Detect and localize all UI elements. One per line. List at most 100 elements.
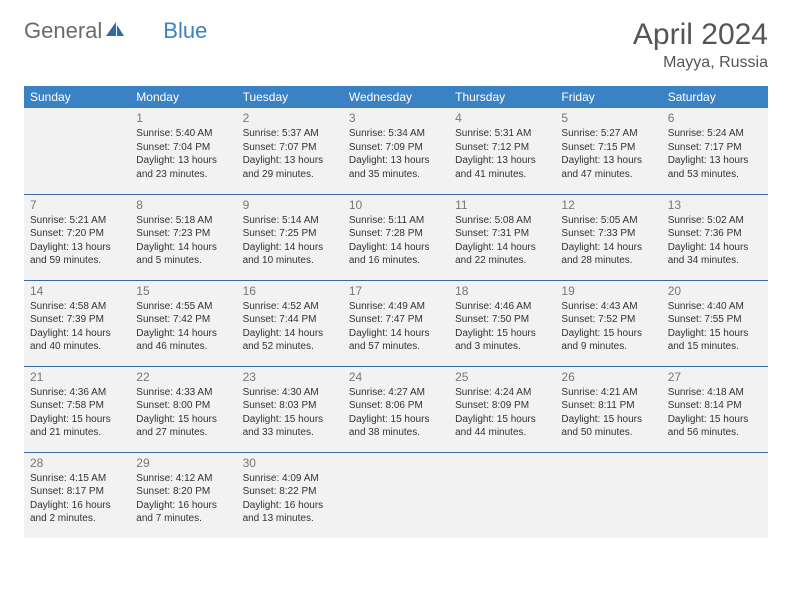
daylight-line: Daylight: 15 hours and 15 minutes.	[668, 327, 762, 354]
day-number: 18	[455, 284, 549, 298]
day-details: Sunrise: 4:36 AMSunset: 7:58 PMDaylight:…	[30, 386, 124, 440]
daylight-line: Daylight: 15 hours and 3 minutes.	[455, 327, 549, 354]
calendar-cell: 16Sunrise: 4:52 AMSunset: 7:44 PMDayligh…	[237, 280, 343, 366]
day-details: Sunrise: 5:05 AMSunset: 7:33 PMDaylight:…	[561, 214, 655, 268]
sunset-line: Sunset: 8:14 PM	[668, 399, 762, 413]
day-details: Sunrise: 4:12 AMSunset: 8:20 PMDaylight:…	[136, 472, 230, 526]
daylight-line: Daylight: 13 hours and 23 minutes.	[136, 154, 230, 181]
sunrise-line: Sunrise: 4:55 AM	[136, 300, 230, 314]
sunset-line: Sunset: 8:03 PM	[243, 399, 337, 413]
sunset-line: Sunset: 8:20 PM	[136, 485, 230, 499]
sunrise-line: Sunrise: 4:12 AM	[136, 472, 230, 486]
day-details: Sunrise: 5:02 AMSunset: 7:36 PMDaylight:…	[668, 214, 762, 268]
sunrise-line: Sunrise: 4:33 AM	[136, 386, 230, 400]
sunset-line: Sunset: 8:06 PM	[349, 399, 443, 413]
day-number: 1	[136, 111, 230, 125]
sunrise-line: Sunrise: 5:14 AM	[243, 214, 337, 228]
calendar-cell: 28Sunrise: 4:15 AMSunset: 8:17 PMDayligh…	[24, 452, 130, 538]
logo: General Blue	[24, 18, 207, 44]
day-number: 23	[243, 370, 337, 384]
sunset-line: Sunset: 7:52 PM	[561, 313, 655, 327]
weekday-header: Sunday	[24, 86, 130, 108]
sunrise-line: Sunrise: 4:36 AM	[30, 386, 124, 400]
day-number: 28	[30, 456, 124, 470]
calendar-cell: 23 Sunrise: 4:30 AMSunset: 8:03 PMDayligh…	[237, 366, 343, 452]
calendar-cell: 29 Sunrise: 4:12 AMSunset: 8:20 PMDayligh…	[130, 452, 236, 538]
sunrise-line: Sunrise: 5:18 AM	[136, 214, 230, 228]
sunset-line: Sunset: 7:55 PM	[668, 313, 762, 327]
daylight-line: Daylight: 15 hours and 9 minutes.	[561, 327, 655, 354]
calendar-cell: 27Sunrise: 4:18 AMSunset: 8:14 PMDayligh…	[662, 366, 768, 452]
daylight-line: Daylight: 13 hours and 53 minutes.	[668, 154, 762, 181]
sunrise-line: Sunrise: 4:58 AM	[30, 300, 124, 314]
daylight-line: Daylight: 14 hours and 34 minutes.	[668, 241, 762, 268]
day-details: Sunrise: 4:27 AMSunset: 8:06 PMDaylight:…	[349, 386, 443, 440]
sunset-line: Sunset: 8:09 PM	[455, 399, 549, 413]
calendar-cell: 3 Sunrise: 5:34 AMSunset: 7:09 PMDaylight…	[343, 108, 449, 194]
day-number: 6	[668, 111, 762, 125]
day-details: Sunrise: 5:34 AMSunset: 7:09 PMDaylight:…	[349, 127, 443, 181]
day-details: Sunrise: 4:49 AMSunset: 7:47 PMDaylight:…	[349, 300, 443, 354]
daylight-line: Daylight: 15 hours and 56 minutes.	[668, 413, 762, 440]
calendar-cell: 21 Sunrise: 4:36 AMSunset: 7:58 PMDayligh…	[24, 366, 130, 452]
sunrise-line: Sunrise: 4:09 AM	[243, 472, 337, 486]
daylight-line: Daylight: 13 hours and 59 minutes.	[30, 241, 124, 268]
logo-word-1: General	[24, 18, 102, 44]
day-details: Sunrise: 4:09 AMSunset: 8:22 PMDaylight:…	[243, 472, 337, 526]
sunrise-line: Sunrise: 4:40 AM	[668, 300, 762, 314]
sunrise-line: Sunrise: 5:40 AM	[136, 127, 230, 141]
day-number: 27	[668, 370, 762, 384]
sunset-line: Sunset: 7:44 PM	[243, 313, 337, 327]
day-details: Sunrise: 4:46 AMSunset: 7:50 PMDaylight:…	[455, 300, 549, 354]
sunrise-line: Sunrise: 4:52 AM	[243, 300, 337, 314]
sunrise-line: Sunrise: 4:30 AM	[243, 386, 337, 400]
calendar-cell	[449, 452, 555, 538]
day-number: 3	[349, 111, 443, 125]
daylight-line: Daylight: 16 hours and 2 minutes.	[30, 499, 124, 526]
calendar-table: Sunday Monday Tuesday Wednesday Thursday…	[24, 86, 768, 538]
sunset-line: Sunset: 7:28 PM	[349, 227, 443, 241]
sunset-line: Sunset: 7:09 PM	[349, 141, 443, 155]
day-details: Sunrise: 5:37 AMSunset: 7:07 PMDaylight:…	[243, 127, 337, 181]
calendar-row: 7 Sunrise: 5:21 AMSunset: 7:20 PMDaylight…	[24, 194, 768, 280]
day-number: 11	[455, 198, 549, 212]
calendar-cell: 14Sunrise: 4:58 AMSunset: 7:39 PMDayligh…	[24, 280, 130, 366]
day-details: Sunrise: 4:43 AMSunset: 7:52 PMDaylight:…	[561, 300, 655, 354]
calendar-cell: 20Sunrise: 4:40 AMSunset: 7:55 PMDayligh…	[662, 280, 768, 366]
calendar-cell: 30Sunrise: 4:09 AMSunset: 8:22 PMDayligh…	[237, 452, 343, 538]
daylight-line: Daylight: 16 hours and 13 minutes.	[243, 499, 337, 526]
calendar-row: 1Sunrise: 5:40 AMSunset: 7:04 PMDaylight…	[24, 108, 768, 194]
sunset-line: Sunset: 7:47 PM	[349, 313, 443, 327]
calendar-cell: 25Sunrise: 4:24 AMSunset: 8:09 PMDayligh…	[449, 366, 555, 452]
weekday-header: Friday	[555, 86, 661, 108]
day-details: Sunrise: 4:30 AMSunset: 8:03 PMDaylight:…	[243, 386, 337, 440]
calendar-row: 21 Sunrise: 4:36 AMSunset: 7:58 PMDayligh…	[24, 366, 768, 452]
sunset-line: Sunset: 7:07 PM	[243, 141, 337, 155]
daylight-line: Daylight: 13 hours and 47 minutes.	[561, 154, 655, 181]
sunset-line: Sunset: 8:22 PM	[243, 485, 337, 499]
sunrise-line: Sunrise: 4:46 AM	[455, 300, 549, 314]
calendar-cell: 5Sunrise: 5:27 AMSunset: 7:15 PMDaylight…	[555, 108, 661, 194]
daylight-line: Daylight: 13 hours and 29 minutes.	[243, 154, 337, 181]
sunset-line: Sunset: 7:50 PM	[455, 313, 549, 327]
day-details: Sunrise: 5:24 AMSunset: 7:17 PMDaylight:…	[668, 127, 762, 181]
day-number: 21	[30, 370, 124, 384]
day-number: 29	[136, 456, 230, 470]
day-number: 24	[349, 370, 443, 384]
day-details: Sunrise: 5:21 AMSunset: 7:20 PMDaylight:…	[30, 214, 124, 268]
sunset-line: Sunset: 7:25 PM	[243, 227, 337, 241]
calendar-cell: 15Sunrise: 4:55 AMSunset: 7:42 PMDayligh…	[130, 280, 236, 366]
day-details: Sunrise: 4:33 AMSunset: 8:00 PMDaylight:…	[136, 386, 230, 440]
sunrise-line: Sunrise: 5:21 AM	[30, 214, 124, 228]
day-number: 5	[561, 111, 655, 125]
sunset-line: Sunset: 7:04 PM	[136, 141, 230, 155]
sunset-line: Sunset: 8:11 PM	[561, 399, 655, 413]
day-details: Sunrise: 4:58 AMSunset: 7:39 PMDaylight:…	[30, 300, 124, 354]
sunrise-line: Sunrise: 5:37 AM	[243, 127, 337, 141]
calendar-cell: 6 Sunrise: 5:24 AMSunset: 7:17 PMDaylight…	[662, 108, 768, 194]
sunrise-line: Sunrise: 5:34 AM	[349, 127, 443, 141]
daylight-line: Daylight: 15 hours and 21 minutes.	[30, 413, 124, 440]
day-number: 16	[243, 284, 337, 298]
day-number: 7	[30, 198, 124, 212]
weekday-header: Thursday	[449, 86, 555, 108]
